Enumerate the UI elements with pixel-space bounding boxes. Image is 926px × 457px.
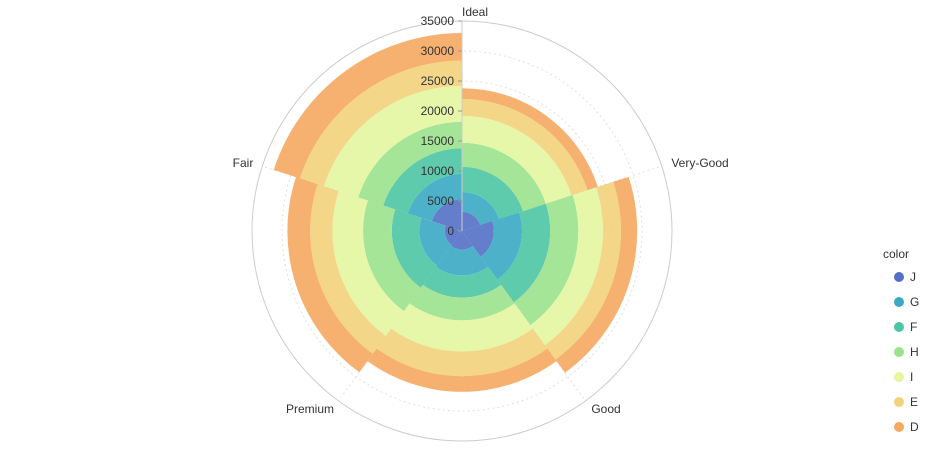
bar-fair-h — [358, 121, 462, 206]
radial-tick-label: 35000 — [421, 14, 455, 28]
category-label-premium: Premium — [286, 402, 334, 416]
legend-swatch-g[interactable] — [894, 297, 904, 307]
bar-fair-i — [323, 85, 462, 198]
legend-label-i[interactable]: I — [910, 370, 913, 384]
bar-premium-i — [332, 190, 404, 336]
bar-fair-j — [431, 199, 462, 231]
bar-ideal-i — [462, 115, 572, 204]
bar-very-good-d — [555, 176, 638, 373]
bar-premium-j — [444, 225, 462, 246]
radial-axis: 0 5000 10000 15000 20000 25000 30000 35000 — [421, 14, 463, 238]
bar-fair-g — [407, 174, 462, 222]
bar-very-good-g — [480, 212, 522, 280]
legend-swatch-h[interactable] — [894, 347, 904, 357]
bar-very-good-i — [530, 187, 603, 346]
legend-label-h[interactable]: H — [910, 345, 919, 359]
radial-tick-label: 20000 — [421, 104, 455, 118]
legend-label-j[interactable]: J — [910, 270, 916, 284]
legend-swatch-j[interactable] — [894, 272, 904, 282]
bar-good-g — [435, 246, 489, 276]
bar-premium-f — [391, 209, 437, 288]
bar-good-j — [451, 231, 473, 250]
bar-premium-g — [419, 217, 452, 266]
category-label-good: Good — [591, 402, 620, 416]
bar-good-h — [409, 284, 515, 321]
radial-tick-label: 30000 — [421, 44, 455, 58]
bar-fair-f — [383, 148, 462, 214]
grid-circle — [281, 50, 643, 412]
bar-good-f — [422, 266, 502, 298]
radial-tick-label: 5000 — [427, 194, 454, 208]
category-labels: Ideal Very-Good Good Premium Fair — [233, 5, 729, 416]
radial-tick-label: 25000 — [421, 74, 455, 88]
bar-ideal-f — [462, 166, 524, 219]
legend-label-g[interactable]: G — [910, 295, 919, 309]
legend-swatch-f[interactable] — [894, 322, 904, 332]
bar-ideal-j — [462, 211, 481, 231]
bar-premium-d — [287, 177, 373, 373]
bar-ideal-h — [462, 142, 546, 212]
bar-ideal-d — [462, 88, 598, 191]
bar-fair-e — [299, 60, 462, 187]
bar-fair-d — [273, 33, 462, 179]
legend-label-f[interactable]: F — [910, 320, 917, 334]
category-label-very-good: Very-Good — [671, 156, 728, 170]
legend-swatch-d[interactable] — [894, 422, 904, 432]
bars — [273, 33, 638, 392]
radial-tick-label: 10000 — [421, 164, 455, 178]
legend-title: color — [883, 247, 909, 261]
category-label-ideal: Ideal — [462, 5, 488, 19]
bar-premium-h — [363, 200, 421, 312]
legend-swatch-e[interactable] — [894, 397, 904, 407]
radial-tick-label: 15000 — [421, 134, 455, 148]
bar-ideal-g — [462, 192, 500, 226]
bar-good-d — [367, 348, 557, 392]
bar-good-i — [391, 303, 533, 352]
category-label-fair: Fair — [233, 156, 254, 170]
bar-ideal-e — [462, 99, 588, 196]
legend-label-d[interactable]: D — [910, 420, 919, 434]
radial-tick-label: 0 — [447, 224, 454, 238]
bar-very-good-h — [513, 195, 579, 326]
legend-label-e[interactable]: E — [910, 395, 918, 409]
bar-very-good-j — [462, 221, 494, 257]
bar-premium-e — [310, 184, 386, 354]
bar-very-good-e — [544, 181, 621, 360]
bar-very-good-f — [497, 203, 551, 303]
bar-good-e — [376, 328, 548, 377]
legend-swatch-i[interactable] — [894, 372, 904, 382]
